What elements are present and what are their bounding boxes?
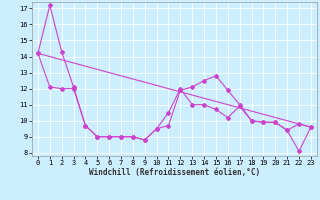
X-axis label: Windchill (Refroidissement éolien,°C): Windchill (Refroidissement éolien,°C) <box>89 168 260 177</box>
